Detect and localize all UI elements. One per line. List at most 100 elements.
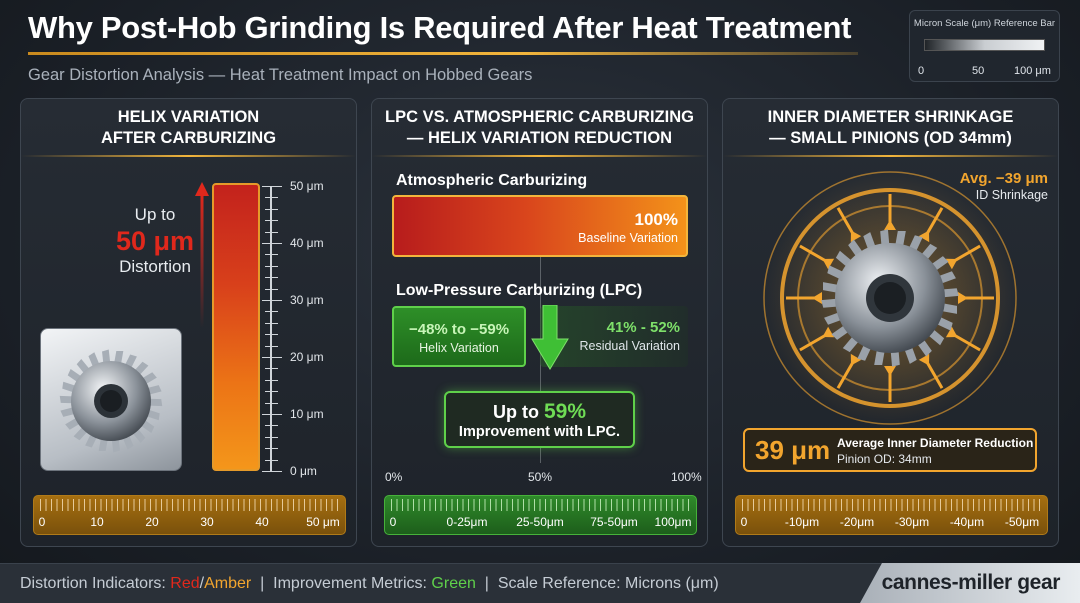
footer-text: /: [199, 575, 205, 592]
shrinkage-box-title: Average Inner Diameter Reduction: [837, 436, 1034, 450]
scale-minor-tick: [265, 425, 278, 427]
arrow-icon: [918, 230, 930, 243]
arrow-icon: [918, 353, 930, 366]
arrow-icon: [945, 326, 958, 338]
residual-value: 41% - 52%: [606, 319, 680, 336]
shrinkage-avg-caption: ID Shrinkage: [975, 188, 1048, 202]
shrinkage-diagram: [762, 170, 1018, 426]
lpc-caption: Helix Variation: [419, 341, 499, 355]
lpc-label: Low-Pressure Carburizing (LPC): [396, 282, 643, 299]
scale-minor-tick: [265, 254, 278, 256]
scale-minor-tick: [265, 220, 278, 222]
panel-title-line: — SMALL PINIONS (OD 34mm): [769, 129, 1012, 147]
panel-title-line: — HELIX VARIATION REDUCTION: [406, 129, 673, 147]
panel-title: INNER DIAMETER SHRINKAGE — SMALL PINIONS…: [723, 107, 1058, 149]
arrow-icon: [812, 292, 822, 304]
footer-text: | Improvement Metrics:: [251, 575, 432, 592]
ruler-label: -20μm: [839, 515, 875, 529]
axis-label: 50%: [528, 470, 553, 484]
scale-minor-tick: [265, 265, 278, 267]
scale-minor-tick: [265, 436, 278, 438]
scale-major-tick: [262, 300, 282, 301]
ruler-label: 0-25μm: [446, 515, 488, 529]
improvement-lead: Up to: [492, 402, 539, 422]
scale-minor-tick: [265, 379, 278, 381]
shrinkage-summary-box: 39 μm Average Inner Diameter Reduction P…: [743, 428, 1037, 472]
distortion-bar: [212, 183, 260, 471]
scale-label: 40 μm: [290, 236, 324, 250]
panel-title-rule: [21, 155, 356, 157]
shrinkage-big-value: 39 μm: [755, 435, 831, 465]
scale-label: 0 μm: [290, 464, 317, 478]
residual-bar: 41% - 52% Residual Variation: [540, 306, 688, 367]
arrow-icon: [884, 366, 896, 376]
up-arrow-icon: [195, 182, 209, 328]
scale-minor-tick: [265, 391, 278, 393]
micron-tick-label: 100 μm: [1014, 65, 1051, 77]
panel-title-rule: [372, 155, 707, 157]
ruler-label: -40μm: [949, 515, 985, 529]
scale-major-tick: [262, 243, 282, 244]
scale-major-tick: [262, 471, 282, 472]
ruler-label: -30μm: [894, 515, 930, 529]
panel-title: HELIX VARIATION AFTER CARBURIZING: [21, 107, 356, 149]
ruler-label: 100μm: [654, 515, 692, 529]
page-subtitle: Gear Distortion Analysis — Heat Treatmen…: [28, 66, 533, 84]
scale-major-tick: [262, 357, 282, 358]
panel-title-line: AFTER CARBURIZING: [100, 129, 277, 147]
scale-minor-tick: [265, 231, 278, 233]
shrinkage-avg-value: Avg. −39 μm: [959, 170, 1048, 187]
ruler-label: 40: [255, 515, 269, 529]
brand-logo: cannes-miller gear: [860, 563, 1080, 603]
scale-minor-tick: [265, 311, 278, 313]
arrow-icon: [850, 230, 862, 243]
scale-minor-tick: [265, 368, 278, 370]
panel-title-line: HELIX VARIATION: [117, 108, 260, 126]
ruler-ticks: [742, 499, 1041, 511]
scale-minor-tick: [265, 277, 278, 279]
scale-minor-tick: [265, 402, 278, 404]
ruler-label: -50μm: [1004, 515, 1040, 529]
arrow-icon: [822, 258, 835, 270]
brand-name: cannes-miller gear: [881, 571, 1061, 594]
improvement-value: 59%: [543, 400, 587, 423]
down-arrow-icon: [531, 305, 569, 370]
ruler-label: 30: [200, 515, 214, 529]
scale-label: 10 μm: [290, 407, 324, 421]
scale-minor-tick: [265, 288, 278, 290]
atmospheric-label: Atmospheric Carburizing: [396, 172, 588, 189]
scale-minor-tick: [265, 197, 278, 199]
ruler-label: 0: [38, 515, 46, 529]
arrow-icon: [945, 258, 958, 270]
percent-ruler: 0 0-25μm 25-50μm 75-50μm 100μm: [384, 495, 697, 535]
ruler-label: 0: [389, 515, 397, 529]
distortion-callout: Up to 50 μm Distortion: [100, 205, 210, 277]
arrow-icon: [822, 326, 835, 338]
shrinkage-ruler: 0 -10μm -20μm -30μm -40μm -50μm: [735, 495, 1048, 535]
arrow-icon: [850, 353, 862, 366]
footer-amber-label: Amber: [204, 575, 252, 592]
scale-axis: [270, 186, 272, 471]
ruler-ticks: [391, 499, 690, 511]
micron-tick-label: 50: [972, 65, 985, 77]
residual-caption: Residual Variation: [579, 339, 680, 353]
helical-gear-image: [40, 328, 182, 471]
scale-minor-tick: [265, 345, 278, 347]
panel-title-line: INNER DIAMETER SHRINKAGE: [767, 108, 1014, 126]
footer-red-label: Red: [170, 575, 200, 592]
ruler-label: 20: [145, 515, 159, 529]
micron-gradient-bar: [924, 39, 1045, 51]
scale-minor-tick: [265, 334, 278, 336]
axis-label: 100%: [671, 470, 702, 484]
panel-title-line: LPC VS. ATMOSPHERIC CARBURIZING: [385, 108, 694, 126]
distortion-value: 50 μm: [115, 226, 195, 256]
shrinkage-box-caption: Pinion OD: 34mm: [837, 452, 932, 466]
micron-reference-title: Micron Scale (μm) Reference Bar: [913, 18, 1056, 29]
gear-icon: [59, 349, 163, 453]
axis-label: 0%: [385, 470, 403, 484]
ruler-ticks: [40, 499, 339, 511]
footer-text: Distortion Indicators:: [20, 575, 171, 592]
panel-title-rule: [723, 155, 1058, 157]
improvement-headline: Up to 59%: [446, 400, 633, 424]
distortion-caption: Distortion: [119, 257, 191, 276]
